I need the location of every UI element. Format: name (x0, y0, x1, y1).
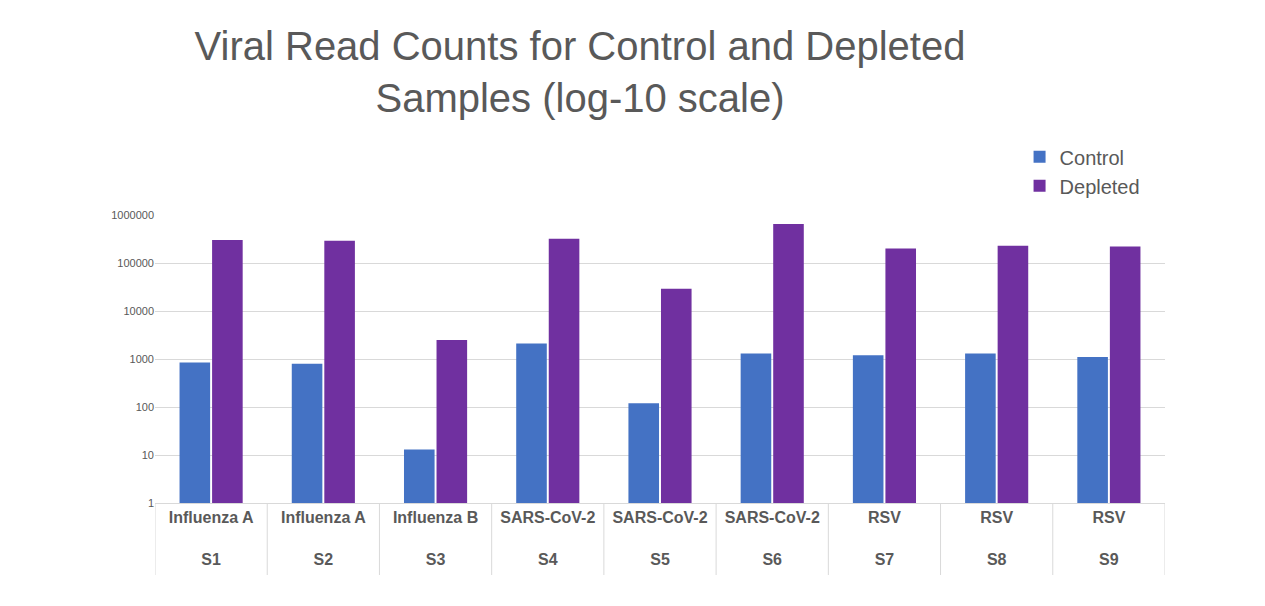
svg-text:1000000: 1000000 (111, 209, 154, 221)
svg-text:100: 100 (136, 401, 154, 413)
svg-text:SARS-CoV-2S6: SARS-CoV-2S6 (725, 509, 820, 568)
svg-text:SARS-CoV-2S5: SARS-CoV-2S5 (612, 509, 707, 568)
svg-text:Influenza AS1: Influenza AS1 (169, 509, 254, 568)
svg-text:10000: 10000 (123, 305, 154, 317)
svg-text:RSVS7: RSVS7 (868, 509, 901, 568)
svg-text:1: 1 (148, 497, 154, 509)
svg-text:Influenza AS2: Influenza AS2 (281, 509, 366, 568)
svg-text:Depleted: Depleted (1060, 176, 1140, 198)
svg-text:Control: Control (1060, 147, 1124, 169)
svg-text:1000: 1000 (130, 353, 154, 365)
svg-text:Influenza BS3: Influenza BS3 (393, 509, 478, 568)
svg-text:SARS-CoV-2S4: SARS-CoV-2S4 (500, 509, 595, 568)
svg-text:RSVS8: RSVS8 (980, 509, 1013, 568)
svg-text:10: 10 (142, 449, 154, 461)
svg-text:Viral Read Counts for Control: Viral Read Counts for Control and Deplet… (195, 24, 966, 120)
svg-text:100000: 100000 (117, 257, 154, 269)
svg-text:RSVS9: RSVS9 (1092, 509, 1125, 568)
